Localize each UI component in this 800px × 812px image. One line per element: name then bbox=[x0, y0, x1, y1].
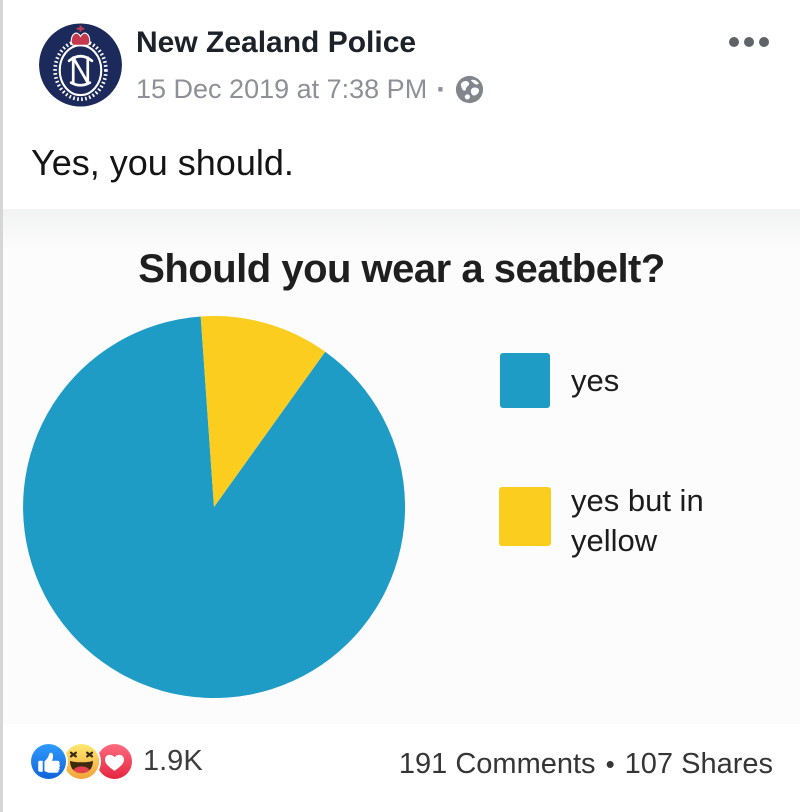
legend-label-yellow: yes but in yellow bbox=[571, 483, 704, 558]
chart-image: Should you wear a seatbelt? yes yes but … bbox=[3, 209, 800, 724]
legend-label-yes: yes bbox=[571, 363, 620, 398]
legend-swatch-yes bbox=[500, 353, 550, 408]
author-name[interactable]: New Zealand Police bbox=[136, 26, 417, 59]
pie-slice-yes bbox=[23, 316, 406, 699]
pie-chart bbox=[23, 316, 406, 699]
love-icon bbox=[97, 744, 132, 779]
shares-count[interactable]: 107 Shares bbox=[624, 748, 773, 780]
engagement-summary: 191 Comments • 107 Shares bbox=[399, 748, 773, 781]
globe-icon bbox=[456, 75, 484, 104]
author-avatar[interactable] bbox=[39, 22, 122, 108]
post-text: Yes, you should. bbox=[31, 142, 294, 183]
post-footer: 1.9K 191 Comments • 107 Shares bbox=[3, 724, 800, 812]
post-meta[interactable]: 15 Dec 2019 at 7:38 PM · bbox=[136, 74, 484, 105]
engagement-separator: • bbox=[605, 749, 615, 779]
legend-swatch-yellow bbox=[499, 487, 551, 546]
comments-count[interactable]: 191 Comments bbox=[398, 748, 596, 780]
meta-separator: · bbox=[436, 73, 447, 106]
reaction-count: 1.9K bbox=[143, 745, 203, 777]
post-timestamp[interactable]: 15 Dec 2019 at 7:38 PM bbox=[136, 74, 428, 104]
chart-title: Should you wear a seatbelt? bbox=[138, 247, 665, 291]
nz-police-crest-icon bbox=[39, 23, 122, 107]
like-icon bbox=[31, 744, 66, 779]
haha-icon bbox=[64, 744, 99, 779]
reactions-summary[interactable]: 1.9K bbox=[31, 744, 203, 779]
post-options-button[interactable] bbox=[719, 26, 779, 58]
three-dots-icon bbox=[729, 37, 739, 47]
pie-slice-yes-but-in-yellow bbox=[200, 316, 326, 507]
